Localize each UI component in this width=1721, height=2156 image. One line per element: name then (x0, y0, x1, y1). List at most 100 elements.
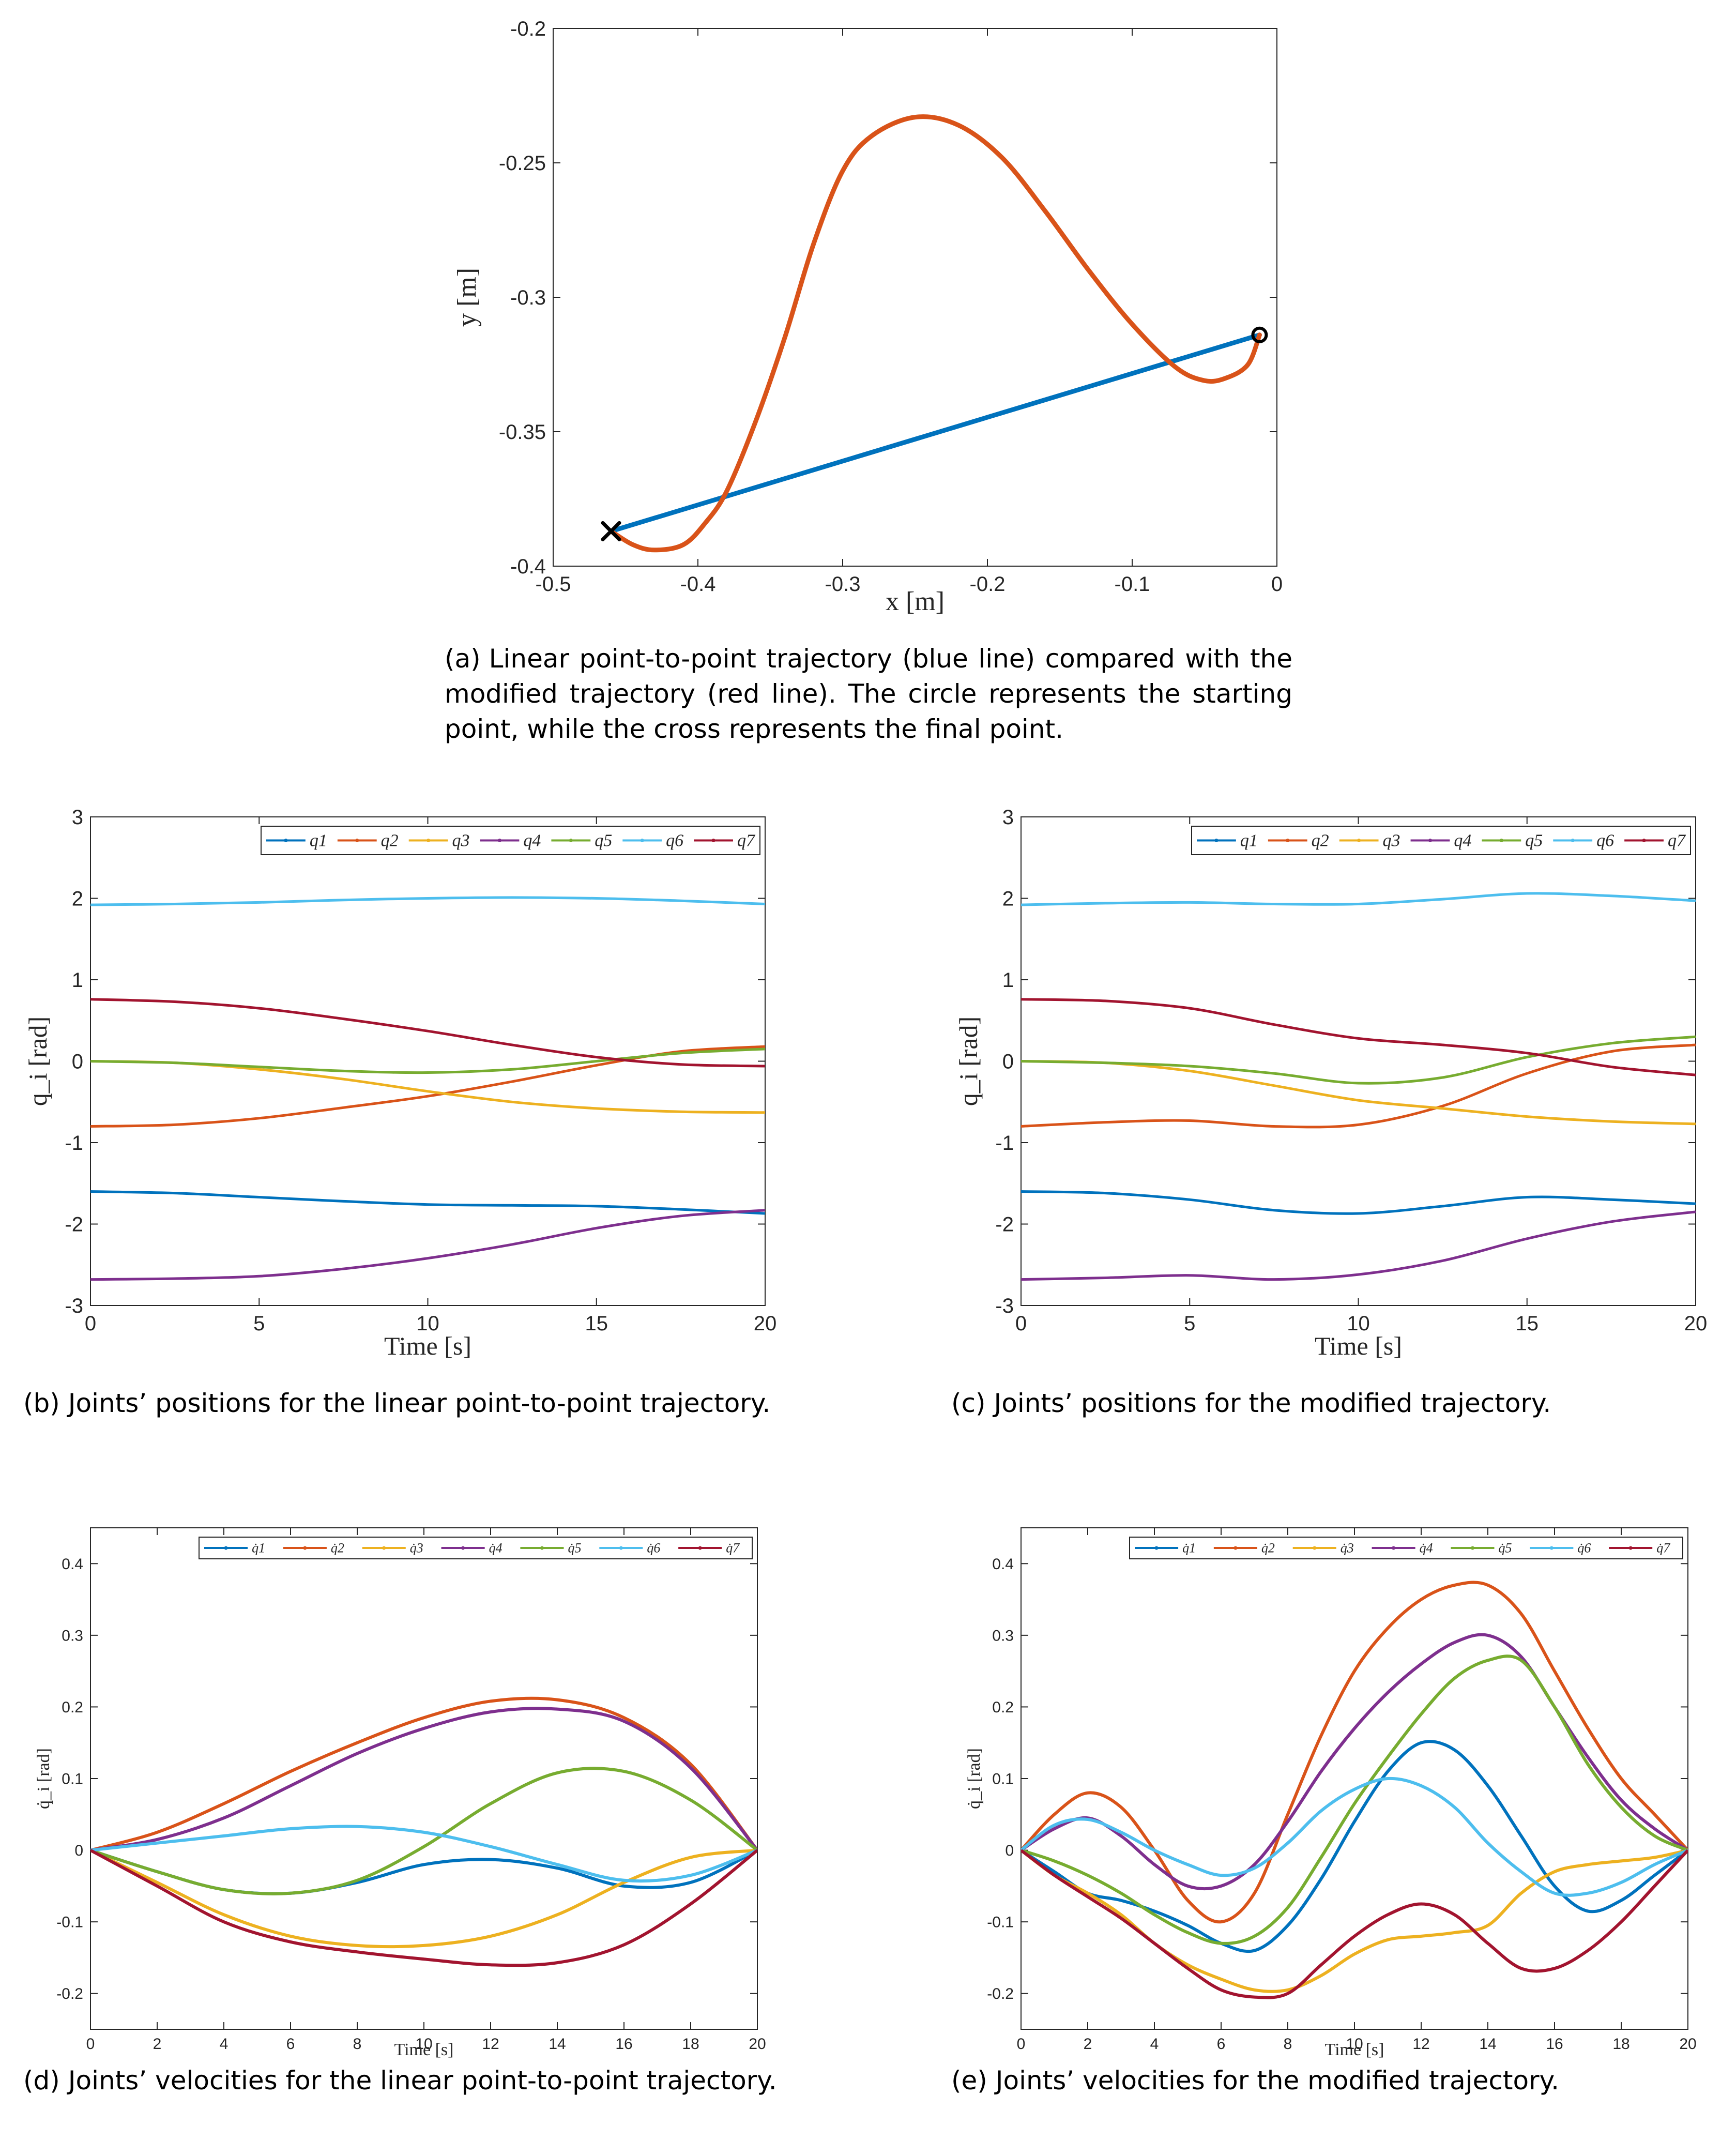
legend-entry-2: q̇2 (331, 1541, 344, 1556)
x-tick-label: 6 (286, 2036, 295, 2053)
y-tick-label: 0.2 (992, 1699, 1014, 1716)
start-marker (1251, 326, 1268, 343)
x-tick-label: 15 (585, 1312, 608, 1335)
y-tick-label: -2 (65, 1213, 83, 1236)
legend-entry-1: q1 (310, 831, 327, 851)
legend-dot-3 (427, 839, 431, 842)
y-tick-label: 3 (1002, 806, 1014, 829)
series-line-3 (1021, 1848, 1688, 1993)
y-tick-label: -3 (65, 1295, 83, 1317)
y-tick-label: -0.2 (987, 1985, 1014, 2002)
x-tick-label: 12 (1412, 2036, 1429, 2053)
legend-entry-3: q̇3 (410, 1541, 423, 1556)
legend-entry-5: q5 (595, 831, 612, 851)
x-tick-label: 4 (1150, 2036, 1159, 2053)
legend-entry-4: q̇4 (1420, 1541, 1433, 1556)
plot-area (90, 816, 766, 1306)
y-tick-label: -0.2 (56, 1985, 83, 2002)
x-tick-label: -0.2 (970, 573, 1006, 596)
y-tick-label: -0.4 (510, 555, 546, 578)
legend-dot-4 (1392, 1546, 1396, 1550)
x-tick-label: -0.1 (1115, 573, 1150, 596)
legend-dot-5 (1470, 1546, 1474, 1550)
legend-dot-1 (1214, 839, 1219, 842)
x-tick-label: 10 (1346, 2036, 1363, 2053)
y-tick-label: -0.2 (510, 18, 546, 40)
y-axis-label: q_i [rad] (954, 1016, 983, 1106)
y-tick-label: 0.3 (992, 1627, 1014, 1644)
series-line-5 (1021, 1654, 1688, 1945)
legend-entry-2: q̇2 (1261, 1541, 1275, 1556)
legend: q̇1 q̇2 q̇3 q̇4 q̇5 q̇6 q̇7 (199, 1537, 753, 1559)
series-line-1 (90, 1190, 765, 1215)
y-tick-label: -3 (995, 1295, 1014, 1317)
legend-dot-1 (284, 839, 288, 842)
series-line-5 (90, 1047, 765, 1074)
legend-entry-6: q̇6 (647, 1541, 660, 1556)
series-line-5 (1021, 1035, 1696, 1085)
series-line-6 (90, 896, 765, 906)
legend-entry-1: q1 (1240, 831, 1258, 851)
legend-dot-1 (1154, 1546, 1159, 1550)
caption-c-label: (c) (951, 1388, 986, 1418)
x-tick-label: 0 (1015, 1312, 1027, 1335)
caption-d-label: (d) (23, 2066, 60, 2096)
y-tick-label: -2 (995, 1213, 1014, 1236)
plot-area (1021, 816, 1696, 1306)
legend-dot-3 (382, 1546, 386, 1550)
legend: q̇1 q̇2 q̇3 q̇4 q̇5 q̇6 q̇7 (1129, 1537, 1683, 1559)
caption-a-label: (a) (445, 644, 481, 674)
x-tick-label: 14 (549, 2036, 566, 2053)
series-line-5 (90, 1767, 757, 1895)
y-tick-label: 0 (72, 1051, 83, 1073)
legend-dot-4 (497, 839, 501, 842)
legend: q1 q2 q3 q4 q5 q6 q7 (261, 826, 760, 855)
legend-entry-3: q̇3 (1341, 1541, 1354, 1556)
legend-entry-5: q̇5 (568, 1541, 582, 1556)
series-line-6 (1021, 1777, 1688, 1897)
x-tick-label: 20 (1679, 2036, 1696, 2053)
x-tick-label: 0 (1017, 2036, 1026, 2053)
x-tick-label: 5 (253, 1312, 265, 1335)
caption-a: (a) Linear point-to-point trajectory (blu… (445, 641, 1292, 747)
legend-entry-1: q̇1 (252, 1541, 265, 1556)
x-tick-label: -0.4 (680, 573, 716, 596)
legend: q1 q2 q3 q4 q5 q6 q7 (1191, 826, 1691, 855)
chart-e: 0 2 4 6 8 10 12 14 16 18 20 -0.2 -0.1 0 0.1 0.2 0.3 0.4 Ti… (965, 1527, 1697, 2059)
y-tick-label: -0.1 (56, 1914, 83, 1931)
legend-dot-6 (1571, 839, 1575, 842)
legend-dot-7 (1642, 839, 1646, 842)
legend-entry-4: q̇4 (489, 1541, 502, 1556)
legend-dot-5 (540, 1546, 544, 1550)
legend-entry-6: q̇6 (1577, 1541, 1591, 1556)
x-tick-label: 4 (220, 2036, 229, 2053)
series-line-2 (90, 1696, 757, 1852)
legend-entry-1: q̇1 (1182, 1541, 1196, 1556)
y-tick-label: 1 (72, 969, 83, 992)
chart-d: 0 2 4 6 8 10 12 14 16 18 20 -0.2 -0.1 0 0.1 0.2 0.3 0.4 Ti… (34, 1527, 766, 2059)
x-tick-label: 18 (1612, 2036, 1629, 2053)
series-group (608, 114, 1262, 553)
series-line-7 (1021, 998, 1696, 1076)
x-tick-label: 10 (416, 1312, 439, 1335)
series-group (1021, 1581, 1688, 1999)
legend-dot-6 (640, 839, 644, 842)
x-tick-label: 8 (1284, 2036, 1292, 2053)
legend-dot-2 (355, 839, 359, 842)
x-tick-label: 15 (1516, 1312, 1539, 1335)
series-line-4 (1021, 1633, 1688, 1891)
series-line-3 (90, 1848, 757, 1949)
legend-dot-4 (461, 1546, 465, 1550)
legend-entry-3: q3 (452, 831, 470, 851)
y-axis-label: y [m] (455, 268, 482, 327)
legend-entry-4: q4 (1454, 831, 1471, 851)
caption-b-label: (b) (23, 1388, 60, 1418)
caption-e: (e) Joints’ velocities for the modified t… (951, 2063, 1696, 2098)
y-tick-label: 3 (72, 806, 83, 829)
y-tick-label: 0.2 (62, 1699, 83, 1716)
plot-area (90, 1527, 758, 2030)
series-line-7 (90, 1848, 757, 1967)
x-tick-label: 20 (749, 2036, 766, 2053)
legend-dot-3 (1313, 1546, 1317, 1550)
